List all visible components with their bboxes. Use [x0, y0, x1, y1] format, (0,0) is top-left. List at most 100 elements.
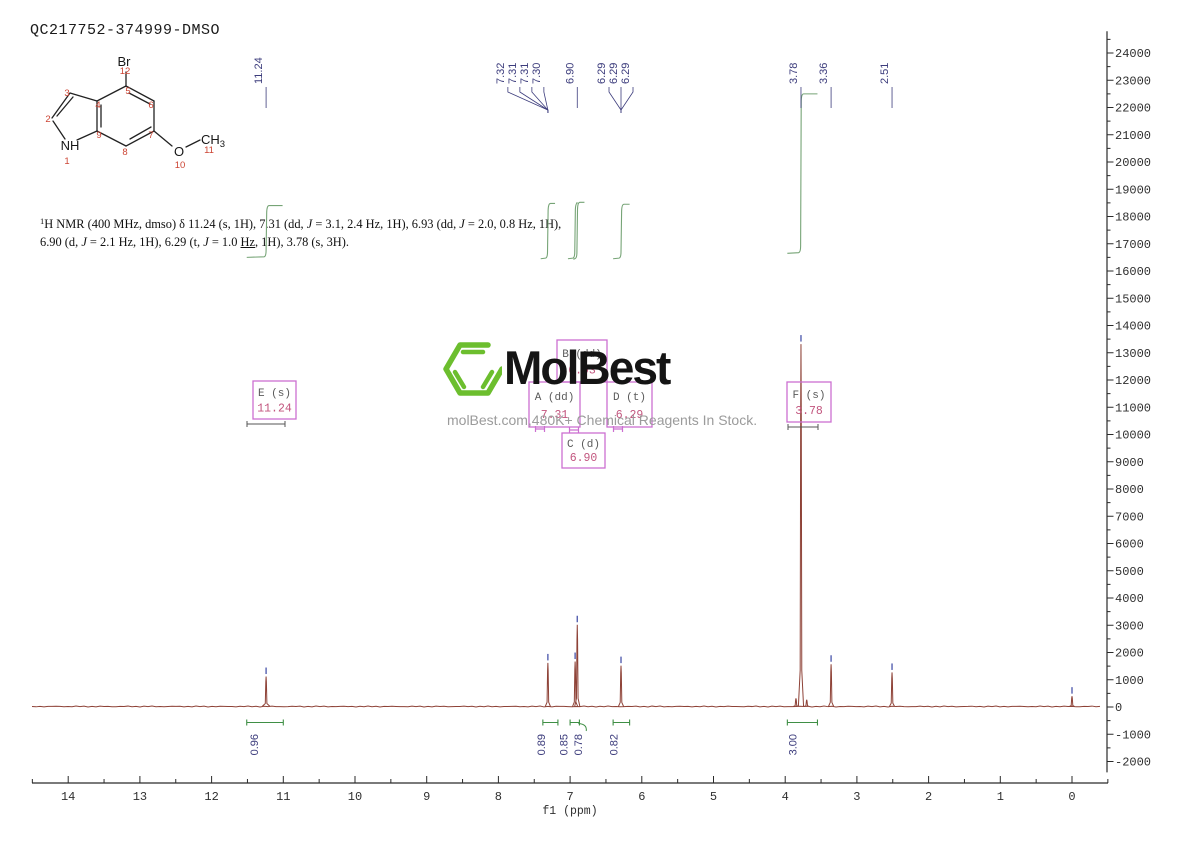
integral-curves: [246, 93, 818, 260]
peak-labels: 11.24 7.32 7.31 7.31 7.30 6.90 6.29 6.29 6.29 3.7…: [253, 57, 893, 113]
svg-text:5: 5: [125, 86, 130, 97]
svg-text:17000: 17000: [1115, 238, 1151, 252]
svg-text:6.29: 6.29: [608, 63, 620, 84]
svg-text:6.29: 6.29: [596, 63, 608, 84]
peak-top-markers: [265, 335, 1073, 694]
svg-text:7000: 7000: [1115, 510, 1144, 524]
svg-text:12: 12: [204, 790, 218, 804]
svg-text:2.51: 2.51: [879, 63, 891, 84]
svg-text:A (dd): A (dd): [535, 392, 575, 404]
svg-text:6.90: 6.90: [564, 63, 576, 84]
svg-text:13: 13: [133, 790, 147, 804]
svg-text:14: 14: [61, 790, 75, 804]
svg-text:10: 10: [348, 790, 362, 804]
svg-text:16000: 16000: [1115, 265, 1151, 279]
svg-text:11.24: 11.24: [257, 402, 292, 415]
svg-text:12: 12: [120, 66, 131, 77]
assignment-boxes: E (s) 11.24 A (dd) 7.31 B (dd) 6.93 C (d)6.90 D…: [246, 339, 832, 469]
svg-text:10000: 10000: [1115, 429, 1151, 443]
svg-text:-1000: -1000: [1115, 728, 1151, 742]
svg-text:6.29: 6.29: [616, 409, 644, 422]
svg-text:3.36: 3.36: [818, 63, 830, 84]
svg-text:3.78: 3.78: [788, 63, 800, 84]
integration-labels: 0.96 0.89 0.85 0.78 0.82 3.00: [246, 719, 819, 755]
svg-text:3.78: 3.78: [795, 405, 823, 418]
svg-text:CH3: CH3: [201, 132, 225, 150]
svg-text:8000: 8000: [1115, 483, 1144, 497]
svg-text:O: O: [174, 144, 184, 159]
nmr-text-line: 6.90 (d, J = 2.1 Hz, 1H), 6.29 (t, J = 1…: [40, 234, 349, 249]
svg-text:20000: 20000: [1115, 156, 1151, 170]
svg-text:E (s): E (s): [258, 388, 291, 400]
svg-text:4: 4: [782, 790, 789, 804]
svg-text:0.85: 0.85: [559, 734, 571, 755]
svg-text:7.30: 7.30: [531, 63, 543, 84]
svg-text:12000: 12000: [1115, 374, 1151, 388]
svg-text:0.78: 0.78: [573, 734, 585, 755]
spectrum-trace: [31, 344, 1101, 708]
svg-text:3: 3: [64, 88, 69, 99]
svg-text:8: 8: [122, 147, 127, 158]
svg-text:-2000: -2000: [1115, 756, 1151, 770]
svg-text:18000: 18000: [1115, 211, 1151, 225]
svg-text:13000: 13000: [1115, 347, 1151, 361]
svg-text:3: 3: [853, 790, 860, 804]
nmr-text-line: 1H NMR (400 MHz, dmso) δ 11.24 (s, 1H), …: [40, 216, 562, 231]
svg-text:7: 7: [566, 790, 573, 804]
spectrum-title: QC217752-374999-DMSO: [30, 22, 221, 39]
svg-text:2000: 2000: [1115, 647, 1144, 661]
svg-text:B (dd): B (dd): [562, 349, 602, 361]
svg-text:11000: 11000: [1115, 401, 1151, 415]
svg-text:11: 11: [204, 145, 214, 156]
y-axis: 2400023000220002100020000190001800017000…: [1106, 31, 1151, 773]
svg-text:9: 9: [96, 130, 101, 141]
svg-text:2: 2: [925, 790, 932, 804]
svg-text:8: 8: [495, 790, 502, 804]
svg-text:2: 2: [45, 114, 50, 125]
svg-text:3000: 3000: [1115, 619, 1144, 633]
svg-text:F (s): F (s): [792, 390, 825, 402]
svg-text:19000: 19000: [1115, 183, 1151, 197]
svg-text:15000: 15000: [1115, 292, 1151, 306]
svg-text:6: 6: [638, 790, 645, 804]
svg-text:1: 1: [997, 790, 1004, 804]
svg-text:NH: NH: [61, 138, 80, 153]
svg-text:7.32: 7.32: [495, 63, 507, 84]
svg-text:0.96: 0.96: [249, 734, 261, 755]
svg-text:3.00: 3.00: [787, 734, 799, 755]
svg-text:6.29: 6.29: [620, 63, 632, 84]
svg-text:23000: 23000: [1115, 74, 1151, 88]
svg-text:6000: 6000: [1115, 538, 1144, 552]
molecule-bonds: [51, 71, 201, 148]
svg-text:1000: 1000: [1115, 674, 1144, 688]
svg-text:11: 11: [276, 790, 290, 804]
svg-text:0: 0: [1115, 701, 1122, 715]
svg-text:11.24: 11.24: [253, 57, 265, 84]
svg-text:0.82: 0.82: [608, 734, 620, 755]
svg-text:5: 5: [710, 790, 717, 804]
svg-text:4: 4: [95, 100, 100, 111]
svg-text:4000: 4000: [1115, 592, 1144, 606]
svg-text:6.90: 6.90: [570, 452, 598, 465]
svg-text:7.31: 7.31: [541, 409, 569, 422]
svg-text:10: 10: [175, 160, 186, 171]
svg-text:7.31: 7.31: [519, 63, 531, 84]
nmr-assignment-text: 1H NMR (400 MHz, dmso) δ 11.24 (s, 1H), …: [40, 215, 602, 251]
svg-text:0: 0: [1068, 790, 1075, 804]
molecule-atom-labels: Br NH O CH3: [61, 54, 225, 159]
svg-text:6.93: 6.93: [568, 365, 596, 378]
svg-text:7: 7: [148, 130, 153, 141]
svg-text:6: 6: [148, 100, 153, 111]
svg-text:14000: 14000: [1115, 320, 1151, 334]
svg-text:1: 1: [64, 156, 69, 167]
svg-text:9000: 9000: [1115, 456, 1144, 470]
svg-text:24000: 24000: [1115, 47, 1151, 61]
svg-text:5000: 5000: [1115, 565, 1144, 579]
svg-text:22000: 22000: [1115, 102, 1151, 116]
svg-text:7.31: 7.31: [507, 63, 519, 84]
x-axis: 14 13 12 11 10 9 8 7 6 5 4 3 2 1 0f1 (ppm): [31, 776, 1109, 818]
